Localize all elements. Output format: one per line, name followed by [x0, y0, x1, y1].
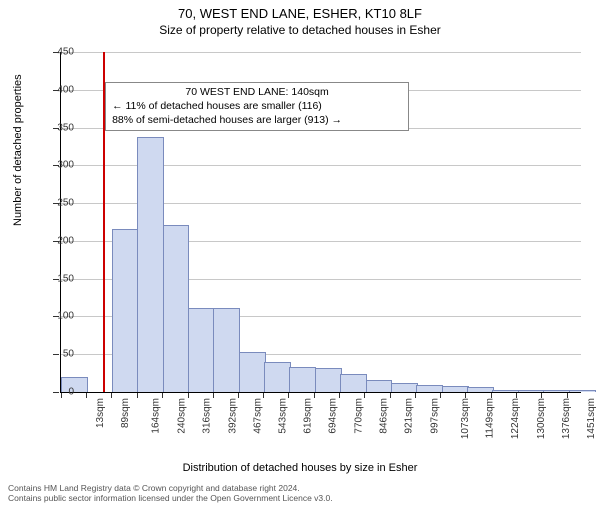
- histogram-bar: [264, 362, 291, 392]
- y-tick-label: 250: [57, 198, 74, 209]
- x-tick-label: 13sqm: [95, 398, 106, 428]
- x-tick-label: 1300sqm: [536, 398, 547, 439]
- y-tick-label: 150: [57, 273, 74, 284]
- gridline: [61, 52, 581, 53]
- x-tick-label: 543sqm: [278, 398, 289, 434]
- histogram-bar: [137, 137, 164, 392]
- y-tick-label: 300: [57, 160, 74, 171]
- annotation-box: 70 WEST END LANE: 140sqm← 11% of detache…: [105, 82, 409, 131]
- x-tick-label: 1451sqm: [586, 398, 597, 439]
- histogram-bar: [239, 352, 266, 392]
- histogram-bar: [492, 390, 519, 393]
- histogram-bar: [569, 390, 596, 393]
- histogram-bar: [543, 390, 570, 393]
- x-tick: [238, 393, 239, 398]
- histogram-bar: [366, 380, 393, 392]
- y-tick-label: 0: [68, 387, 74, 398]
- y-tick: [53, 392, 59, 393]
- x-tick: [61, 393, 62, 398]
- x-tick: [541, 393, 542, 398]
- x-tick: [465, 393, 466, 398]
- x-tick-label: 846sqm: [379, 398, 390, 434]
- x-tick-label: 694sqm: [328, 398, 339, 434]
- x-tick: [314, 393, 315, 398]
- x-tick: [339, 393, 340, 398]
- histogram-bar: [467, 387, 494, 392]
- y-tick-label: 450: [57, 47, 74, 58]
- histogram-bar: [61, 377, 88, 392]
- x-tick-label: 240sqm: [176, 398, 187, 434]
- histogram-bar: [188, 308, 215, 392]
- histogram-bar: [163, 225, 190, 392]
- x-tick-label: 1073sqm: [460, 398, 471, 439]
- x-tick: [137, 393, 138, 398]
- x-tick: [516, 393, 517, 398]
- x-tick-label: 164sqm: [151, 398, 162, 434]
- x-tick: [213, 393, 214, 398]
- histogram-bar: [340, 374, 367, 392]
- x-tick: [288, 393, 289, 398]
- x-tick-label: 1149sqm: [485, 398, 496, 438]
- histogram-bar: [289, 367, 316, 392]
- x-tick-label: 1224sqm: [511, 398, 522, 439]
- annotation-line: 70 WEST END LANE: 140sqm: [112, 86, 402, 100]
- x-tick-label: 392sqm: [227, 398, 238, 434]
- x-tick-label: 89sqm: [120, 398, 131, 428]
- histogram-bar: [442, 386, 469, 392]
- x-tick: [188, 393, 189, 398]
- footer-attribution: Contains HM Land Registry data © Crown c…: [8, 484, 333, 504]
- x-tick-label: 316sqm: [202, 398, 213, 434]
- y-tick-label: 50: [63, 349, 74, 360]
- x-tick: [263, 393, 264, 398]
- x-tick-label: 997sqm: [429, 398, 440, 434]
- page-subtitle: Size of property relative to detached ho…: [0, 23, 600, 37]
- y-tick-label: 100: [57, 311, 74, 322]
- x-tick-label: 921sqm: [404, 398, 415, 434]
- x-tick: [86, 393, 87, 398]
- x-axis-label: Distribution of detached houses by size …: [0, 462, 600, 474]
- chart-area: 13sqm89sqm164sqm240sqm316sqm392sqm467sqm…: [60, 52, 580, 417]
- plot-area: 13sqm89sqm164sqm240sqm316sqm392sqm467sqm…: [60, 52, 581, 393]
- x-tick-label: 1376sqm: [561, 398, 572, 439]
- x-tick: [111, 393, 112, 398]
- page-title: 70, WEST END LANE, ESHER, KT10 8LF: [0, 6, 600, 21]
- footer-line-2: Contains public sector information licen…: [8, 494, 333, 504]
- histogram-bar: [416, 385, 443, 392]
- x-tick-label: 619sqm: [303, 398, 314, 434]
- histogram-bar: [315, 368, 342, 392]
- x-tick: [390, 393, 391, 398]
- y-axis-label: Number of detached properties: [12, 74, 24, 226]
- x-tick: [415, 393, 416, 398]
- histogram-bar: [213, 308, 240, 392]
- annotation-line: ← 11% of detached houses are smaller (11…: [112, 100, 402, 114]
- annotation-line: 88% of semi-detached houses are larger (…: [112, 114, 402, 128]
- histogram-bar: [391, 383, 418, 392]
- y-tick: [53, 354, 59, 355]
- histogram-bar: [518, 390, 545, 393]
- x-tick-label: 467sqm: [252, 398, 263, 434]
- histogram-bar: [112, 229, 139, 392]
- x-tick: [567, 393, 568, 398]
- x-tick: [162, 393, 163, 398]
- x-tick: [440, 393, 441, 398]
- x-tick-label: 770sqm: [353, 398, 364, 434]
- y-tick-label: 400: [57, 84, 74, 95]
- x-tick: [364, 393, 365, 398]
- x-tick: [491, 393, 492, 398]
- y-tick-label: 350: [57, 122, 74, 133]
- y-tick-label: 200: [57, 235, 74, 246]
